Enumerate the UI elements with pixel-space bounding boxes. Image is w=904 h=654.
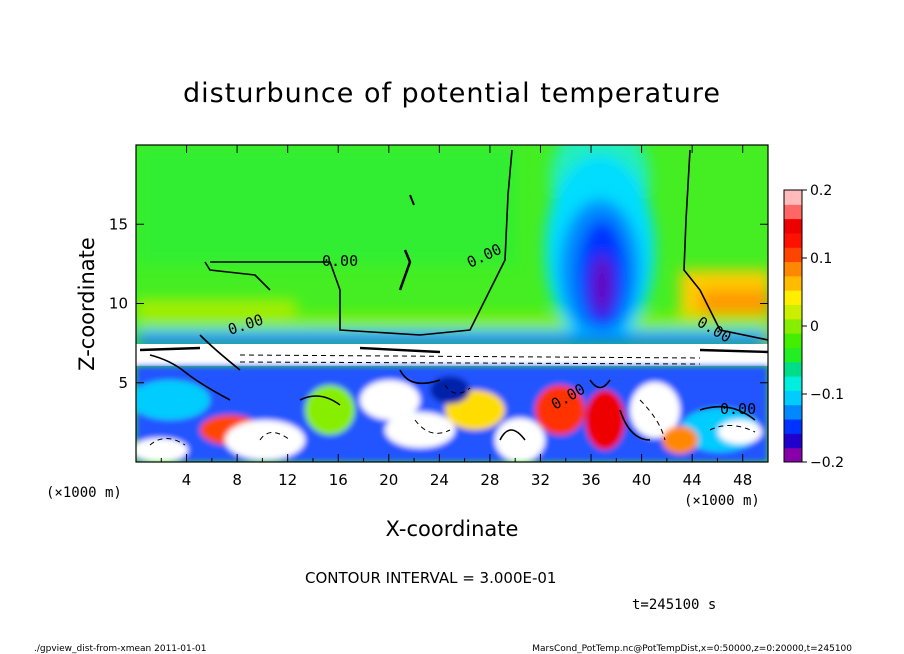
x-tick-label: 36: [581, 471, 600, 489]
colorbar-level: [784, 232, 802, 248]
colorbar-levels: [784, 190, 802, 463]
contour-label: 0.00: [720, 400, 756, 418]
x-tick-label: 8: [232, 471, 242, 489]
inversion-band: [136, 344, 768, 366]
colorbar: 0.2 0.1 0 −0.1 −0.2: [783, 183, 844, 471]
colorbar-level: [784, 275, 802, 291]
x-tick-label: 20: [379, 471, 398, 489]
colorbar-level: [784, 390, 802, 406]
contour-label: 0.00: [322, 252, 358, 270]
time-stamp: t=245100 s: [632, 597, 716, 613]
colorbar-level: [784, 290, 802, 306]
colorbar-level: [784, 247, 802, 263]
x-tick-label: 4: [182, 471, 192, 489]
colorbar-tick-label: 0.2: [810, 183, 832, 199]
colorbar-level: [784, 333, 802, 348]
colorbar-level: [784, 218, 802, 234]
y-tick-label: 10: [109, 295, 128, 313]
x-tick-label: 40: [632, 471, 651, 489]
field-lower-layer: [136, 366, 768, 462]
x-unit-right: (×1000 m): [684, 493, 760, 509]
x-tick-label: 44: [683, 471, 702, 489]
x-tick-label: 48: [733, 471, 752, 489]
x-axis-ticks: 4 8 12 16 20 24 28 32 36 40 44 48: [160, 145, 752, 489]
colorbar-tick-label: 0: [810, 319, 819, 335]
colorbar-level: [784, 204, 802, 220]
colorbar-level: [784, 347, 802, 363]
colorbar-tick-label: 0.1: [810, 251, 832, 267]
contour-dashed: [149, 354, 756, 446]
y-axis-ticks: 5 10 15: [109, 215, 768, 392]
x-tick-label: 12: [278, 471, 297, 489]
colorbar-level: [784, 318, 802, 334]
x-tick-label: 16: [329, 471, 348, 489]
colorbar-ticks: 0.2 0.1 0 −0.1 −0.2: [802, 183, 844, 471]
colorbar-tick-label: −0.1: [810, 387, 844, 403]
plot-area: [135, 144, 769, 463]
colorbar-level: [784, 190, 802, 205]
y-tick-label: 5: [118, 374, 128, 392]
colorbar-level: [784, 447, 802, 463]
colorbar-level: [784, 404, 802, 420]
colorbar-level: [784, 433, 802, 449]
colorbar-tick-label: −0.2: [810, 455, 844, 471]
x-tick-label: 32: [531, 471, 550, 489]
contour-interval-note: CONTOUR INTERVAL = 3.000E-01: [305, 569, 556, 587]
colorbar-level: [784, 304, 802, 320]
x-tick-label: 28: [480, 471, 499, 489]
colorbar-level: [784, 419, 802, 434]
y-axis-label: Z-coordinate: [75, 237, 99, 371]
y-tick-label: 15: [109, 215, 128, 233]
footer-left: ./gpview_dist-from-xmean 2011-01-01: [34, 644, 206, 654]
x-tick-label: 24: [430, 471, 449, 489]
contour-lines: [139, 149, 768, 441]
footer-right: MarsCond_PotTemp.nc@PotTempDist,x=0:5000…: [532, 644, 852, 654]
colorbar-level: [784, 376, 802, 391]
chart-title: disturbunce of potential temperature: [183, 78, 721, 109]
x-axis-label: X-coordinate: [386, 517, 519, 541]
field-upper-layer: [136, 145, 768, 346]
colorbar-level: [784, 361, 802, 377]
x-unit-left: (×1000 m): [46, 485, 122, 501]
colorbar-level: [784, 261, 802, 277]
